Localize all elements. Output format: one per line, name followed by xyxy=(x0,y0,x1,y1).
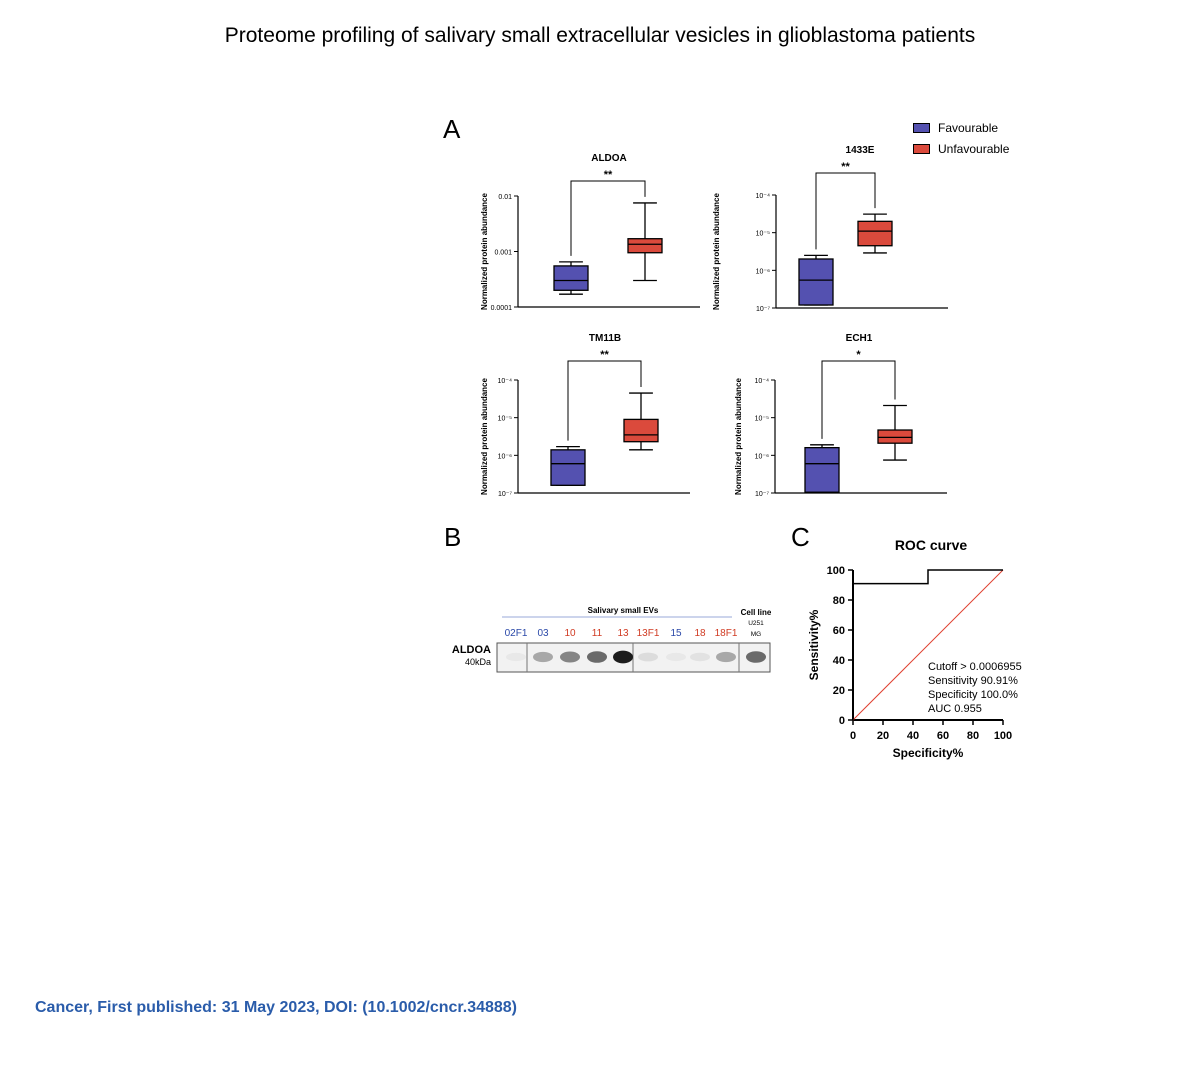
roc-y-tick-label: 80 xyxy=(833,595,845,607)
blot-lane-label: 13 xyxy=(617,628,629,639)
blot-band xyxy=(506,652,526,662)
blot-band xyxy=(613,650,633,664)
chart-ech1-unfavourable-box xyxy=(877,429,913,444)
chart-tm11b-ylabel: Normalized protein abundance xyxy=(480,377,489,494)
chart-ech1-ylabel: Normalized protein abundance xyxy=(734,377,743,494)
chart-1433e-ylabel: Normalized protein abundance xyxy=(712,192,721,309)
blot-group-header: Salivary small EVs xyxy=(588,606,659,615)
chart-ech1-favourable-box xyxy=(804,446,840,493)
legend-item-unfavourable: Unfavourable xyxy=(913,142,1009,156)
blot-band xyxy=(587,651,607,663)
roc-x-tick-label: 0 xyxy=(850,730,856,742)
roc-x-tick-label: 60 xyxy=(937,730,949,742)
roc-x-tick-label: 40 xyxy=(907,730,919,742)
chart-aldoa-y-tick-label: 0.01 xyxy=(498,194,512,201)
chart-1433e-title: 1433E xyxy=(846,145,875,156)
chart-aldoa-ylabel: Normalized protein abundance xyxy=(480,192,489,309)
chart-ech1-y-tick-label: 10⁻⁵ xyxy=(755,416,769,423)
chart-1433e-favourable-box xyxy=(798,258,834,306)
chart-tm11b-title: TM11B xyxy=(589,333,621,344)
chart-aldoa-y-tick-label: 0.001 xyxy=(494,250,512,257)
blot-cell-line-header: Cell line xyxy=(741,608,772,617)
chart-tm11b-y-tick-label: 10⁻⁵ xyxy=(498,416,512,423)
roc-y-tick-label: 0 xyxy=(839,715,845,727)
chart-ech1-y-tick-label: 10⁻⁶ xyxy=(755,453,769,460)
blot-lane-label: U251 xyxy=(748,620,764,627)
blot-lane-label: 18F1 xyxy=(715,628,738,639)
chart-1433e-y-tick-label: 10⁻⁴ xyxy=(756,193,771,200)
chart-aldoa-significance-bracket xyxy=(570,180,646,256)
chart-tm11b-y-tick-label: 10⁻⁴ xyxy=(498,378,513,385)
blot-band xyxy=(638,652,658,662)
legend-swatch-unfavourable xyxy=(913,144,930,154)
chart-tm11b-significance-bracket xyxy=(567,360,642,441)
legend-label-unfavourable: Unfavourable xyxy=(938,142,1010,156)
blot-band xyxy=(716,651,736,663)
blot-lane-label: 02F1 xyxy=(505,628,528,639)
legend-swatch-favourable xyxy=(913,123,930,133)
chart-tm11b-y-tick-label: 10⁻⁷ xyxy=(498,491,512,498)
blot-lane-label: 15 xyxy=(670,628,682,639)
chart-aldoa-title: ALDOA xyxy=(591,153,627,164)
roc-curve-line xyxy=(852,569,1003,720)
page-title: Proteome profiling of salivary small ext… xyxy=(224,24,976,47)
blot-lane-label: 18 xyxy=(694,628,706,639)
blot-lane-label: 10 xyxy=(564,628,576,639)
blot-lane-label: 13F1 xyxy=(637,628,660,639)
blot-band xyxy=(746,651,766,663)
roc-annotation: Specificity 100.0% xyxy=(928,689,1018,701)
roc-x-tick-label: 20 xyxy=(877,730,889,742)
chart-ech1-y-tick-label: 10⁻⁴ xyxy=(755,378,770,385)
chart-tm11b-favourable-box xyxy=(550,449,586,486)
chart-tm11b-unfavourable-box xyxy=(623,418,659,443)
blot-protein-label: ALDOA xyxy=(452,644,491,656)
blot-band xyxy=(560,651,580,663)
chart-ech1-y-tick-label: 10⁻⁷ xyxy=(755,491,769,498)
chart-ech1-significance-bracket xyxy=(821,360,896,439)
chart-1433e-y-tick-label: 10⁻⁶ xyxy=(756,268,770,275)
chart-ech1-significance-label: * xyxy=(856,349,861,361)
panel-label-b: B xyxy=(444,522,462,552)
roc-annotation: AUC 0.955 xyxy=(928,703,982,715)
blot-band xyxy=(533,651,553,663)
chart-aldoa-significance-label: ** xyxy=(604,169,613,181)
chart-tm11b-significance-label: ** xyxy=(600,349,609,361)
chart-1433e-y-tick-label: 10⁻⁷ xyxy=(756,306,770,313)
roc-reference-line xyxy=(852,569,1004,721)
chart-1433e-significance-bracket xyxy=(815,172,876,250)
legend-item-favourable: Favourable xyxy=(913,121,998,135)
roc-y-tick-label: 100 xyxy=(827,565,845,577)
citation: Cancer, First published: 31 May 2023, DO… xyxy=(35,999,518,1016)
chart-aldoa-y-tick-label: 0.0001 xyxy=(491,305,513,312)
roc-ylabel: Sensitivity% xyxy=(807,609,821,680)
roc-x-tick-label: 100 xyxy=(994,730,1012,742)
roc-title: ROC curve xyxy=(895,537,968,553)
roc-y-tick-label: 40 xyxy=(833,655,845,667)
roc-annotation: Cutoff > 0.0006955 xyxy=(928,661,1022,673)
chart-1433e-y-tick-label: 10⁻⁵ xyxy=(756,231,770,238)
chart-ech1-title: ECH1 xyxy=(846,333,873,344)
roc-y-tick-label: 20 xyxy=(833,685,845,697)
chart-1433e-unfavourable-box xyxy=(857,220,893,247)
blot-lane-label: MG xyxy=(751,631,761,638)
chart-1433e-significance-label: ** xyxy=(841,161,850,173)
panel-label-c: C xyxy=(791,522,810,552)
blot-size-label: 40kDa xyxy=(465,657,491,667)
panel-label-a: A xyxy=(443,114,461,144)
blot-band xyxy=(690,652,710,662)
blot-lane-label: 11 xyxy=(592,628,603,639)
roc-annotation: Sensitivity 90.91% xyxy=(928,675,1018,687)
chart-aldoa-unfavourable-box xyxy=(627,238,663,254)
roc-y-tick-label: 60 xyxy=(833,625,845,637)
roc-x-tick-label: 80 xyxy=(967,730,979,742)
legend-label-favourable: Favourable xyxy=(938,121,999,135)
blot-band xyxy=(666,652,686,662)
roc-xlabel: Specificity% xyxy=(893,746,964,760)
blot-lane-label: 03 xyxy=(537,628,549,639)
chart-tm11b-y-tick-label: 10⁻⁶ xyxy=(498,453,512,460)
chart-aldoa-favourable-box xyxy=(553,265,589,291)
